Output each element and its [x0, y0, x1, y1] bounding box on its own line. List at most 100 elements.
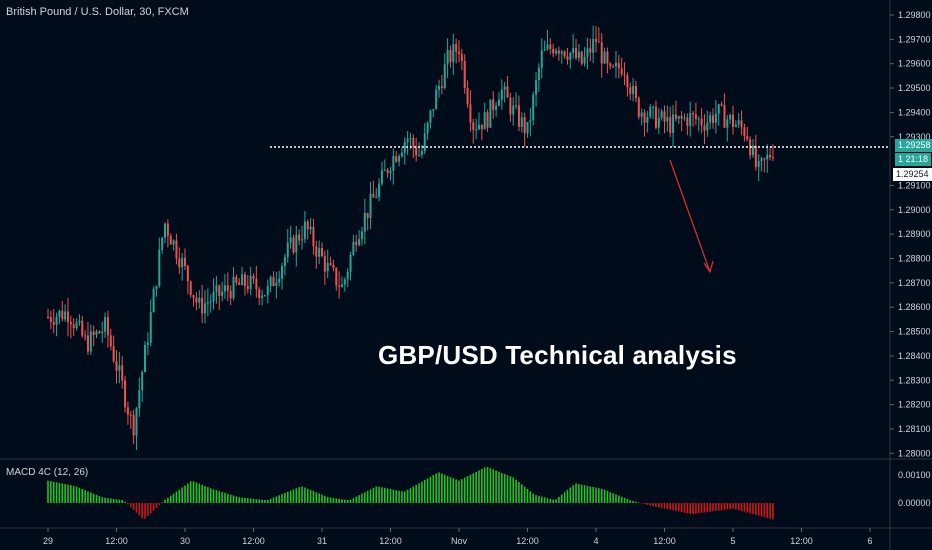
macd-histogram-bar: [706, 503, 709, 513]
macd-histogram-bar: [600, 488, 603, 503]
candle-body: [592, 38, 595, 53]
macd-histogram-bar: [446, 475, 449, 503]
macd-histogram-bar: [549, 498, 552, 503]
macd-histogram-bar: [746, 503, 749, 513]
price-tick-label: 1.29400: [898, 107, 931, 117]
candle-body: [338, 285, 341, 287]
candle-body: [652, 106, 655, 108]
candle-body: [432, 109, 435, 111]
candle-body: [632, 85, 635, 94]
candle-body: [586, 48, 589, 57]
candle-body: [189, 281, 192, 296]
macd-histogram-bar: [443, 474, 446, 503]
macd-histogram-bar: [455, 479, 457, 503]
macd-histogram-bar: [486, 467, 489, 503]
candle-body: [509, 97, 512, 115]
candle-body: [352, 241, 355, 255]
macd-histogram-bar: [195, 482, 198, 503]
candle-body: [600, 42, 603, 64]
candle-body: [309, 226, 312, 230]
macd-histogram-bar: [304, 487, 306, 503]
macd-histogram-bar: [198, 483, 201, 503]
macd-histogram-bar: [612, 493, 614, 503]
candle-body: [215, 285, 218, 292]
candle-body: [95, 331, 98, 335]
candle-body: [301, 239, 304, 241]
candle-body: [312, 226, 315, 247]
candle-body: [577, 51, 580, 59]
macd-histogram-bar: [112, 498, 115, 503]
macd-histogram-bar: [109, 498, 112, 503]
macd-histogram-bar: [244, 497, 246, 503]
macd-histogram-bar: [729, 503, 731, 509]
macd-histogram-bar: [135, 503, 138, 513]
macd-histogram-bar: [478, 470, 480, 503]
macd-histogram-bar: [115, 499, 118, 503]
candle-body: [563, 51, 566, 57]
macd-histogram-bar: [138, 503, 141, 516]
candle-body: [740, 120, 743, 128]
candle-body: [109, 335, 112, 347]
candle-body: [161, 237, 164, 250]
candle-body: [298, 234, 301, 241]
macd-histogram-bar: [255, 499, 258, 503]
macd-histogram-bar: [769, 503, 771, 519]
candle-body: [138, 390, 141, 409]
candle-body: [126, 407, 129, 415]
price-tick-label: 1.29000: [898, 205, 931, 215]
candle-body: [266, 286, 269, 296]
macd-histogram-bar: [386, 488, 389, 503]
macd-indicator-label: MACD 4C (12, 26): [6, 467, 89, 478]
candle-body: [201, 297, 204, 314]
headline-text: GBP/USD Technical analysis: [378, 340, 737, 370]
candle-body: [144, 344, 147, 373]
candle-body: [286, 242, 289, 258]
candle-body: [623, 74, 626, 76]
macd-histogram-bar: [595, 487, 597, 503]
macd-histogram-bar: [155, 503, 158, 508]
candle-body: [212, 291, 215, 302]
macd-histogram-bar: [238, 497, 241, 503]
candle-body: [69, 322, 72, 325]
macd-histogram-bar: [418, 483, 420, 503]
candle-body: [81, 320, 84, 336]
macd-histogram-bar: [677, 503, 680, 512]
macd-histogram-bar: [495, 470, 497, 503]
candle-body: [66, 311, 69, 323]
candle-body: [769, 154, 772, 158]
macd-histogram-bar: [555, 499, 557, 503]
macd-histogram-bar: [264, 499, 266, 503]
candle-body: [326, 263, 329, 272]
candle-body: [515, 105, 518, 107]
candle-body: [483, 112, 486, 130]
candle-body: [75, 322, 78, 329]
candle-body: [566, 56, 569, 60]
candle-body: [609, 63, 612, 67]
candle-body: [323, 256, 326, 272]
macd-histogram-bar: [700, 503, 703, 513]
macd-histogram-bar: [635, 501, 637, 503]
macd-histogram-bar: [61, 483, 64, 503]
time-tick-label: Nov: [451, 536, 468, 546]
macd-histogram-bar: [737, 503, 740, 511]
macd-histogram-bar: [175, 491, 178, 503]
macd-histogram-bar: [181, 487, 183, 503]
macd-histogram-bar: [503, 474, 506, 503]
macd-histogram-bar: [669, 503, 672, 510]
candle-body: [500, 89, 503, 100]
candle-body: [255, 278, 258, 290]
candle-body: [283, 257, 286, 267]
price-tick-label: 1.29500: [898, 83, 931, 93]
candle-body: [583, 56, 586, 64]
candle-body: [446, 49, 449, 65]
candle-body: [540, 50, 543, 68]
macd-histogram-bar: [461, 479, 463, 503]
macd-histogram-bar: [78, 487, 81, 503]
macd-histogram-bar: [766, 503, 769, 518]
candle-body: [366, 212, 369, 219]
macd-histogram-bar: [560, 494, 563, 503]
macd-histogram-bar: [346, 499, 349, 503]
macd-histogram-bar: [749, 503, 751, 514]
price-tick-label: 1.28400: [898, 351, 931, 361]
